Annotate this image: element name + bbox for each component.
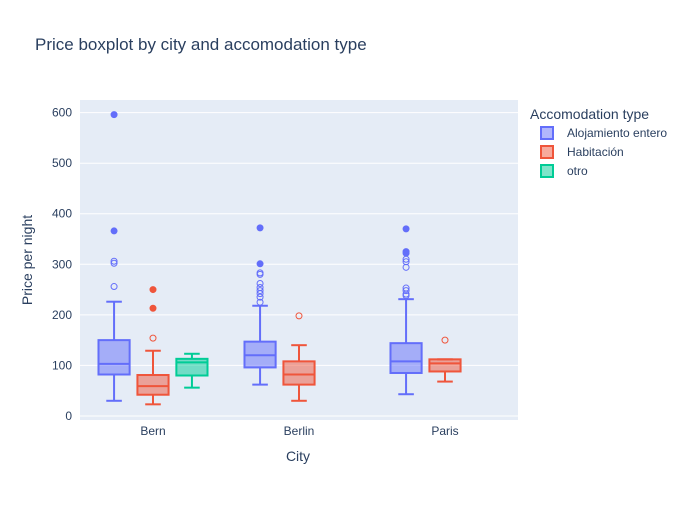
y-tick-label: 300: [52, 257, 72, 271]
outlier-point[interactable]: [256, 280, 264, 288]
x-tick-label: Berlin: [284, 424, 315, 438]
y-tick-label: 100: [52, 358, 72, 372]
x-axis-ticks: Bern Berlin Paris: [140, 424, 458, 438]
outlier-point[interactable]: [110, 227, 118, 235]
legend-item[interactable]: otro: [540, 164, 588, 178]
legend-swatch: [540, 164, 554, 178]
legend[interactable]: Accomodation type Alojamiento entero Habi…: [530, 106, 667, 178]
y-axis-ticks: 0 100 200 300 400 500 600: [52, 106, 72, 423]
legend-label: Alojamiento entero: [567, 126, 667, 140]
outlier-point[interactable]: [256, 298, 264, 306]
y-tick-label: 400: [52, 207, 72, 221]
outlier-point[interactable]: [441, 336, 449, 344]
box-iqr: [136, 374, 170, 396]
x-tick-label: Paris: [431, 424, 458, 438]
outlier-point[interactable]: [256, 270, 264, 278]
legend-item[interactable]: Habitación: [540, 145, 624, 159]
x-axis-label: City: [286, 448, 310, 464]
outlier-point[interactable]: [295, 312, 303, 320]
box-iqr: [389, 342, 423, 374]
legend-swatch: [540, 145, 554, 159]
box-bern-0[interactable]: [97, 111, 131, 402]
box-bern-2[interactable]: [175, 352, 209, 389]
box-iqr: [97, 339, 131, 376]
outlier-point[interactable]: [110, 259, 118, 267]
y-tick-label: 500: [52, 156, 72, 170]
box-paris-0[interactable]: [389, 225, 423, 396]
outlier-point[interactable]: [402, 249, 410, 257]
outlier-point[interactable]: [402, 255, 410, 263]
y-tick-label: 600: [52, 106, 72, 120]
legend-label: otro: [567, 164, 588, 178]
outlier-point[interactable]: [149, 286, 157, 294]
box-iqr: [175, 357, 209, 377]
legend-swatch: [540, 126, 554, 140]
outlier-point[interactable]: [149, 304, 157, 312]
chart-title: Price boxplot by city and accomodation t…: [35, 35, 367, 54]
outlier-point[interactable]: [402, 292, 410, 300]
outlier-point[interactable]: [402, 287, 410, 295]
box-berlin-0[interactable]: [243, 224, 277, 386]
boxes: [97, 111, 462, 406]
y-tick-label: 200: [52, 308, 72, 322]
box-paris-1[interactable]: [428, 336, 462, 383]
x-tick-label: Bern: [140, 424, 165, 438]
outlier-point[interactable]: [256, 287, 264, 295]
outlier-point[interactable]: [110, 111, 118, 119]
y-tick-label: 0: [65, 409, 72, 423]
outlier-point[interactable]: [256, 224, 264, 232]
box-iqr: [428, 358, 462, 373]
y-axis-label: Price per night: [19, 215, 35, 305]
legend-title: Accomodation type: [530, 106, 649, 122]
box-iqr: [282, 360, 316, 386]
outlier-point[interactable]: [149, 334, 157, 342]
outlier-point[interactable]: [256, 260, 264, 268]
outlier-point[interactable]: [110, 257, 118, 265]
box-bern-1[interactable]: [136, 286, 170, 406]
outlier-point[interactable]: [256, 293, 264, 301]
outlier-point[interactable]: [402, 263, 410, 271]
legend-label: Habitación: [567, 145, 624, 159]
outlier-point[interactable]: [256, 290, 264, 298]
outlier-point[interactable]: [110, 283, 118, 291]
legend-item[interactable]: Alojamiento entero: [540, 126, 667, 140]
box-berlin-1[interactable]: [282, 312, 316, 402]
outlier-point[interactable]: [402, 225, 410, 233]
